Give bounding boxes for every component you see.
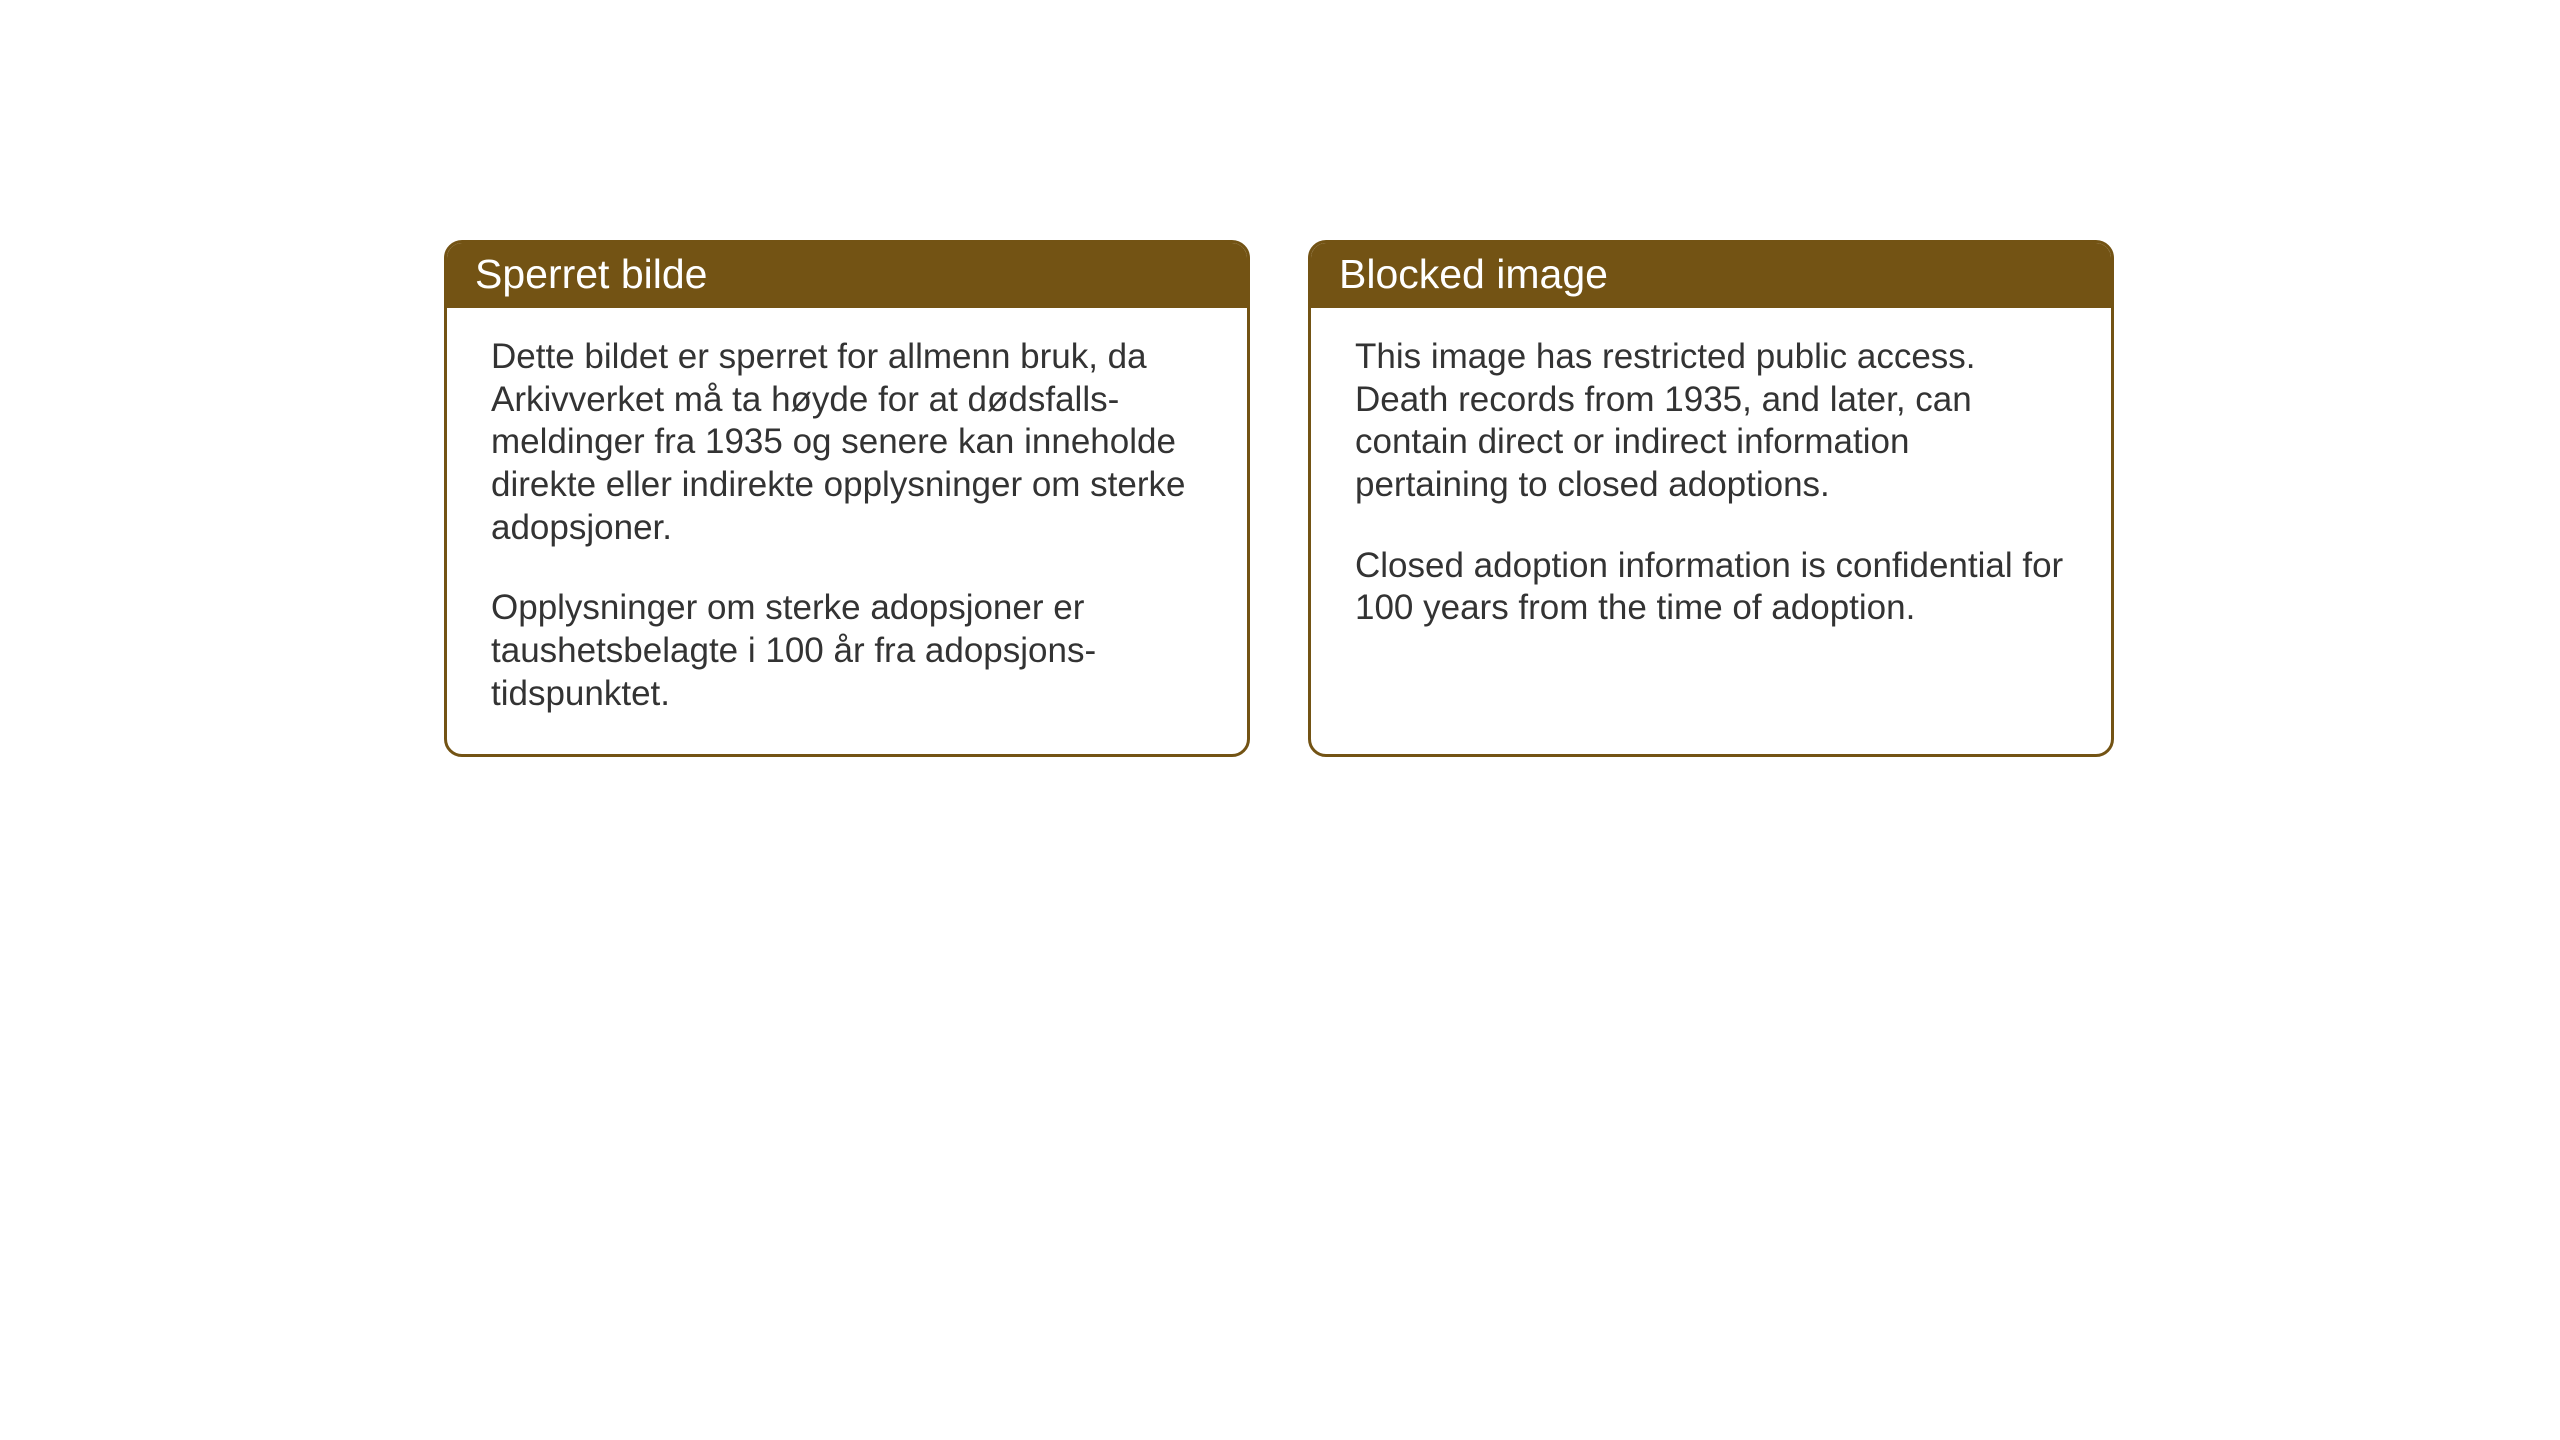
card-norwegian: Sperret bilde Dette bildet er sperret fo… [444, 240, 1250, 757]
card-body-english: This image has restricted public access.… [1311, 308, 2111, 668]
card-paragraph: Dette bildet er sperret for allmenn bruk… [491, 336, 1203, 549]
card-title: Sperret bilde [475, 251, 707, 297]
card-body-norwegian: Dette bildet er sperret for allmenn bruk… [447, 308, 1247, 754]
card-english: Blocked image This image has restricted … [1308, 240, 2114, 757]
card-paragraph: This image has restricted public access.… [1355, 336, 2067, 507]
card-header-english: Blocked image [1311, 243, 2111, 308]
card-paragraph: Opplysninger om sterke adopsjoner er tau… [491, 587, 1203, 715]
card-header-norwegian: Sperret bilde [447, 243, 1247, 308]
card-paragraph: Closed adoption information is confident… [1355, 545, 2067, 630]
cards-container: Sperret bilde Dette bildet er sperret fo… [444, 240, 2114, 757]
card-title: Blocked image [1339, 251, 1608, 297]
